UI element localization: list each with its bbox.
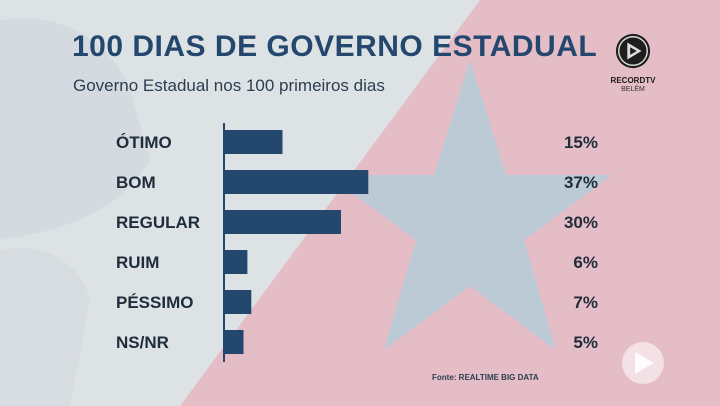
logo-city: BELÉM bbox=[621, 86, 645, 93]
category-label: REGULAR bbox=[116, 213, 200, 232]
category-label: ÓTIMO bbox=[116, 133, 172, 152]
value-label: 6% bbox=[573, 253, 598, 272]
record-tv-logo: RECORDTV BELÉM bbox=[604, 32, 662, 106]
bar bbox=[224, 130, 283, 154]
page-title: 100 DIAS DE GOVERNO ESTADUAL bbox=[72, 30, 598, 63]
value-label: 7% bbox=[573, 293, 598, 312]
value-label: 30% bbox=[564, 213, 598, 232]
bar bbox=[224, 290, 252, 314]
value-label: 37% bbox=[564, 173, 598, 192]
category-label: BOM bbox=[116, 173, 156, 192]
value-label: 15% bbox=[564, 133, 598, 152]
bar bbox=[224, 210, 341, 234]
source-note: Fonte: REALTIME BIG DATA bbox=[432, 373, 539, 382]
value-label: 5% bbox=[573, 333, 598, 352]
record-tv-icon bbox=[615, 33, 651, 69]
background-star bbox=[328, 60, 612, 350]
category-label: NS/NR bbox=[116, 333, 169, 352]
logo-name: RECORDTV bbox=[610, 76, 656, 85]
bar bbox=[224, 250, 248, 274]
bar bbox=[224, 170, 369, 194]
record-tv-corner-icon bbox=[622, 342, 664, 384]
bar bbox=[224, 330, 244, 354]
category-label: PÉSSIMO bbox=[116, 293, 193, 312]
bars-group: ÓTIMO 15% BOM 37% REGULAR 30% RUIM 6% PÉSSIMO 7% N… bbox=[116, 130, 598, 354]
page-subtitle: Governo Estadual nos 100 primeiros dias bbox=[73, 76, 385, 95]
background-ball-pattern bbox=[0, 18, 150, 240]
category-label: RUIM bbox=[116, 253, 159, 272]
